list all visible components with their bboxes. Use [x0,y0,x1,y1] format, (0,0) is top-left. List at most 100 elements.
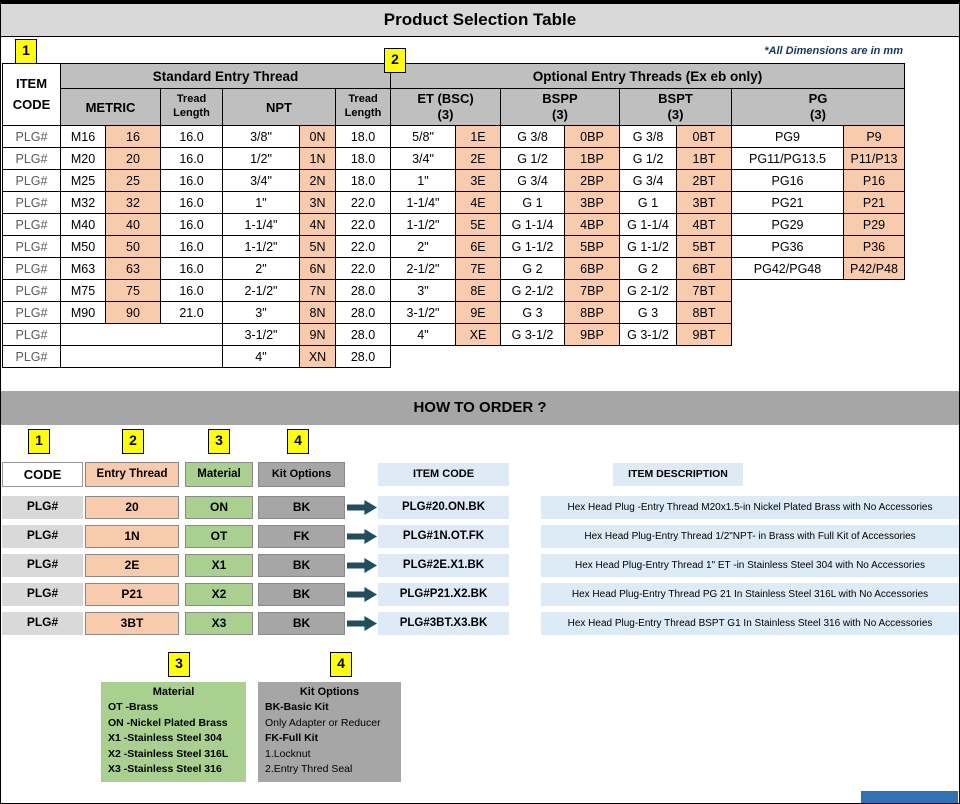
selection-cell: 63 [105,257,161,280]
order-item-code: PLG#P21.X2.BK [378,583,509,606]
selection-cell: 3E [455,169,501,192]
selection-cell: 1-1/4" [222,213,300,236]
selection-cell: 3BT [676,191,732,214]
tread-length-header-1: Tread Length [160,88,223,126]
selection-cell: G 2-1/2 [619,279,677,302]
order-material-cell: X3 [185,612,253,635]
arrow-right-icon [347,587,377,602]
selection-cell: 16.0 [160,125,223,148]
selection-cell: M20 [60,147,106,170]
selection-cell: 2N [299,169,336,192]
code-column-header: CODE [2,462,83,487]
et-bsc-header: ET (BSC) (3) [390,88,501,126]
bspp-header: BSPP (3) [500,88,620,126]
selection-cell: 22.0 [335,235,391,258]
selection-cell: 7N [299,279,336,302]
material-legend-title: Material [152,686,195,698]
selection-row: PLG# M75 75 16.0 2-1/2" 7N 28.0 3" 8E G 2-1/2 7BP G… [2,279,905,302]
selection-cell: G 1/2 [500,147,565,170]
order-code-cell: PLG# [2,583,83,606]
order-code-cell: PLG# [2,496,83,519]
selection-cell: M25 [60,169,106,192]
order-row: PLG# 20 ON BK PLG#20.ON.BK Hex Head Plug… [1,496,959,519]
selection-cell: PLG# [2,147,61,170]
bspt-header: BSPT (3) [619,88,732,126]
selection-row: PLG# 3-1/2" 9N 28.0 4" XE G 3-1/2 9BP G 3-1/2 9BT [2,323,905,346]
selection-row: PLG# 4" XN 28.0 [2,345,905,368]
selection-cell: 28.0 [335,279,391,302]
order-material-cell: OT [185,525,253,548]
item-description-column-header: ITEM DESCRIPTION [613,463,743,486]
selection-cell: P36 [843,235,905,258]
selection-cell: 22.0 [335,257,391,280]
selection-cell: 5N [299,235,336,258]
selection-cell: 4BT [676,213,732,236]
selection-cell: P29 [843,213,905,236]
selection-table: ITEM CODE Standard Entry Thread Optional… [2,63,905,368]
selection-cell: 1N [299,147,336,170]
selection-cell: 3BP [564,191,620,214]
kit-options-legend: Kit Options BK-Basic Kit Only Adapter or… [258,682,401,782]
selection-cell: 3/8" [222,125,300,148]
material-legend-line: OT -Brass [108,701,159,713]
standard-group-header: Standard Entry Thread [60,63,391,89]
selection-cell: PLG# [2,235,61,258]
item-code-header-line1: ITEM [15,76,48,92]
order-row: PLG# P21 X2 BK PLG#P21.X2.BK Hex Head Pl… [1,583,959,606]
selection-cell: 21.0 [160,301,223,324]
selection-cell: P42/P48 [843,257,905,280]
order-kit-cell: BK [258,612,345,635]
selection-cell: PG16 [731,169,844,192]
selection-row: PLG# M16 16 16.0 3/8" 0N 18.0 5/8" 1E G 3/8 0BP G 3… [2,125,905,148]
order-material-cell: ON [185,496,253,519]
selection-cell: P11/P13 [843,147,905,170]
selection-cell: PLG# [2,279,61,302]
selection-cell: 22.0 [335,213,391,236]
marker-4: 4 [287,429,309,454]
tread-length-header-2: Tread Length [335,88,391,126]
selection-cell: 3/4" [390,147,456,170]
selection-cell: G 2-1/2 [500,279,565,302]
optional-group-header: Optional Entry Threads (Ex eb only) [390,63,905,89]
order-code-cell: PLG# [2,612,83,635]
selection-cell: G 3 [500,301,565,324]
selection-cell: G 1/2 [619,147,677,170]
selection-cell: 6E [455,235,501,258]
selection-cell: 1BT [676,147,732,170]
selection-cell: 7E [455,257,501,280]
selection-cell: G 1-1/4 [500,213,565,236]
order-material-cell: X2 [185,583,253,606]
selection-cell: 16.0 [160,169,223,192]
order-row: PLG# 2E X1 BK PLG#2E.X1.BK Hex Head Plug… [1,554,959,577]
order-row: PLG# 1N OT FK PLG#1N.OT.FK Hex Head Plug… [1,525,959,548]
selection-cell: 16.0 [160,147,223,170]
arrow-right-icon [347,500,377,515]
selection-cell: PG42/PG48 [731,257,844,280]
selection-row: PLG# M63 63 16.0 2" 6N 22.0 2-1/2" 7E G 2 6BP G 2 6B… [2,257,905,280]
selection-cell: XN [299,345,336,368]
selection-cell: PLG# [2,213,61,236]
marker-4: 4 [330,652,352,677]
selection-cell: M32 [60,191,106,214]
selection-cell: 2" [222,257,300,280]
selection-cell: PLG# [2,345,61,368]
truncated-cell [861,791,958,803]
order-code-cell: PLG# [2,525,83,548]
page-title: Product Selection Table [1,1,959,37]
selection-cell: 1-1/2" [222,235,300,258]
order-description: Hex Head Plug-Entry Thread PG 21 In Stai… [541,583,959,606]
selection-row: PLG# M20 20 16.0 1/2" 1N 18.0 3/4" 2E G 1/2 1BP G 1… [2,147,905,170]
order-description: Hex Head Plug -Entry Thread M20x1.5-in N… [541,496,959,519]
selection-cell: 18.0 [335,147,391,170]
selection-cell: G 1-1/2 [619,235,677,258]
selection-cell: 9E [455,301,501,324]
empty-cell [731,301,905,324]
selection-cell: P21 [843,191,905,214]
selection-cell: 16.0 [160,235,223,258]
selection-cell: 32 [105,191,161,214]
selection-cell: 90 [105,301,161,324]
order-entry-cell: 2E [85,554,179,577]
selection-cell: 3-1/2" [222,323,300,346]
selection-cell: G 1 [619,191,677,214]
selection-cell: G 2 [619,257,677,280]
